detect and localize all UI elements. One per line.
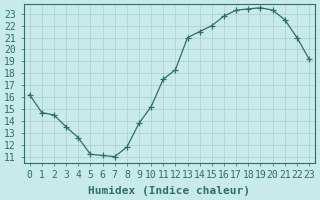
X-axis label: Humidex (Indice chaleur): Humidex (Indice chaleur): [88, 186, 250, 196]
